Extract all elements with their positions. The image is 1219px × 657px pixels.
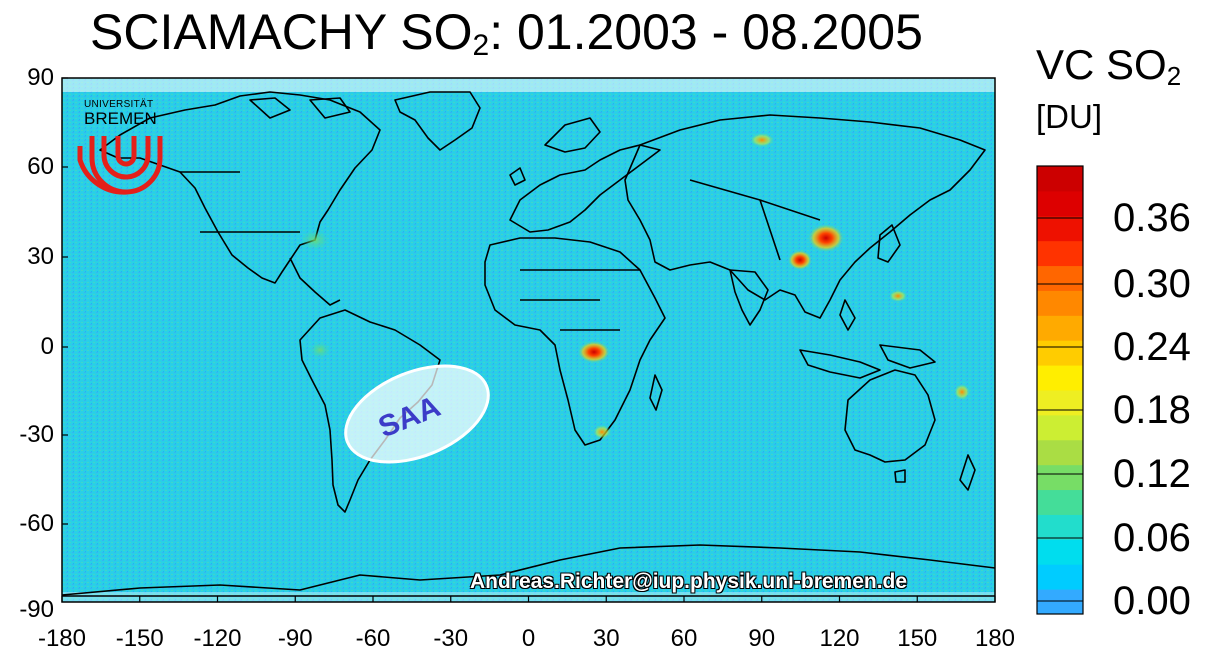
- y-tick-label: -30: [19, 421, 54, 448]
- colorbar-segment: [1037, 190, 1083, 217]
- hotspot-vanuatu: [954, 384, 970, 400]
- colorbar-segment: [1037, 539, 1083, 565]
- colorbar-frame: [1036, 165, 1084, 615]
- tick-marks: [61, 77, 996, 602]
- x-tick-label: 90: [748, 625, 776, 652]
- hotspot-pacific: [889, 290, 907, 302]
- x-tick-label: 120: [819, 625, 860, 652]
- colorbar-segment: [1037, 315, 1083, 341]
- hotspot-ecuador: [310, 342, 330, 358]
- hotspot-sichuan: [788, 250, 812, 270]
- colorbar-tick-label: 0.00: [1113, 579, 1191, 623]
- colorbar-tick-label: 0.24: [1113, 325, 1191, 369]
- colorbar-segment: [1037, 589, 1083, 615]
- title-text: SCIAMACHY SO: [90, 4, 473, 60]
- coastlines: [61, 91, 996, 596]
- credit-email: Andreas.Richter@iup.physik.uni-bremen.de: [470, 570, 908, 593]
- colorbar-segment: [1037, 215, 1083, 242]
- hotspot-congo: [578, 341, 610, 363]
- x-tick-label: 60: [670, 625, 698, 652]
- y-tick-label: -60: [19, 510, 54, 537]
- colorbar-segment: [1037, 439, 1083, 466]
- colorbar-tick-label: 0.06: [1113, 516, 1191, 560]
- chart-title: SCIAMACHY SO2: 01.2003 - 08.2005: [90, 2, 970, 62]
- y-tick-label: 0: [40, 333, 54, 360]
- x-tick-label: -150: [115, 625, 164, 652]
- hotspot-east-china: [808, 224, 844, 252]
- x-tick-label: -30: [433, 625, 469, 652]
- colorbar-segment: [1037, 414, 1083, 441]
- y-tick-label: 60: [27, 153, 54, 180]
- colorbar-segment: [1037, 489, 1083, 515]
- university-logo: [77, 136, 163, 195]
- colorbar-tick-label: 0.36: [1113, 196, 1191, 240]
- colorbar-segment: [1037, 166, 1083, 192]
- hotspot-south-africa: [593, 425, 611, 439]
- x-tick-label: -120: [193, 625, 242, 652]
- colorbar-tick-label: 0.18: [1113, 388, 1191, 432]
- hotspot-norilsk: [750, 133, 774, 147]
- x-tick-label: -90: [277, 625, 313, 652]
- colorbar-segment: [1037, 240, 1083, 267]
- title-date-range: : 01.2003 - 08.2005: [489, 4, 923, 60]
- x-tick-label: 150: [897, 625, 938, 652]
- colorbar-segment: [1037, 340, 1083, 366]
- title-subscript: 2: [472, 29, 490, 62]
- colorbar-tick-label: 0.12: [1113, 452, 1191, 496]
- y-tick-label: 90: [27, 64, 54, 91]
- colorbar-title: VC SO2: [1036, 40, 1181, 90]
- x-tick-label: -60: [355, 625, 391, 652]
- colorbar-segment: [1037, 464, 1083, 491]
- y-tick-label: 30: [27, 243, 54, 270]
- colorbar-segment: [1037, 564, 1083, 590]
- colorbar-title-subscript: 2: [1166, 61, 1182, 91]
- x-tick-label: 30: [592, 625, 620, 652]
- saa-ellipse: [344, 364, 490, 464]
- colorbar-segment: [1037, 514, 1083, 540]
- logo-text-bremen: BREMEN: [84, 109, 157, 128]
- x-tick-label: 180: [974, 625, 1016, 652]
- colorbar-segment: [1037, 290, 1083, 316]
- colorbar-title-text: VC SO: [1036, 41, 1167, 88]
- hotspot-us-east: [301, 230, 329, 250]
- logo-text-universitaet: UNIVERSITÄT: [84, 99, 154, 110]
- colorbar-unit: [DU]: [1036, 98, 1102, 135]
- colorbar-segment: [1037, 390, 1083, 416]
- colorbar-segment: [1037, 265, 1083, 291]
- colorbar-segment: [1037, 365, 1083, 391]
- x-tick-label: 0: [521, 625, 536, 652]
- map-plot-area: [62, 78, 995, 602]
- colorbar-tick-label: 0.30: [1113, 262, 1191, 306]
- colorbar: [1036, 165, 1084, 615]
- x-tick-label: -180: [37, 625, 87, 652]
- y-tick-label: -90: [19, 596, 54, 623]
